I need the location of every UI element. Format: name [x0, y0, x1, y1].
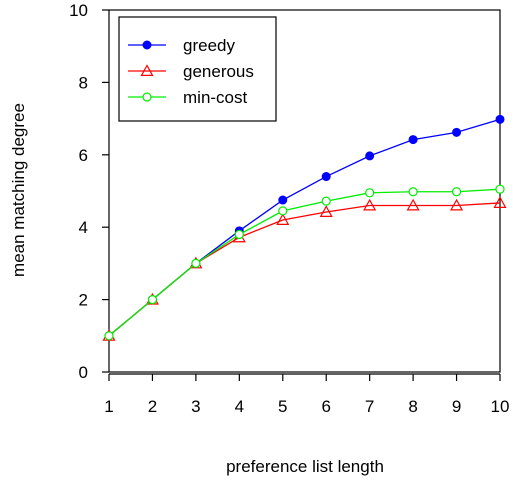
x-tick-label: 8 — [408, 397, 417, 416]
data-point-min-cost — [191, 258, 201, 268]
series-generous — [102, 196, 507, 341]
y-tick-label: 6 — [79, 146, 88, 165]
series-line-min-cost — [108, 188, 501, 337]
data-point-generous — [450, 198, 464, 211]
x-tick-label: 7 — [365, 397, 374, 416]
series-line-generous — [108, 202, 501, 337]
data-point-greedy — [452, 127, 462, 137]
legend-label-min-cost: min-cost — [183, 88, 248, 107]
data-point-min-cost — [104, 331, 114, 341]
y-tick-label: 8 — [79, 73, 88, 92]
data-point-min-cost — [365, 188, 375, 198]
legend-marker-min-cost — [142, 92, 152, 102]
y-tick-label: 10 — [69, 1, 88, 20]
data-point-min-cost — [451, 187, 462, 197]
data-point-min-cost — [321, 196, 331, 206]
legend-label-generous: generous — [183, 62, 254, 81]
legend: greedy generous min-cost — [118, 16, 277, 122]
data-point-generous — [406, 198, 420, 211]
data-point-greedy — [278, 195, 288, 205]
series-line-greedy — [108, 118, 501, 337]
x-tick-label: 5 — [278, 397, 287, 416]
data-point-min-cost — [408, 187, 418, 197]
x-axis-label: preference list length — [226, 457, 384, 476]
data-point-greedy — [495, 114, 505, 124]
x-tick-label: 10 — [491, 397, 510, 416]
series-layer — [102, 114, 507, 341]
data-point-greedy — [408, 135, 418, 145]
data-point-greedy — [365, 151, 375, 161]
data-point-generous — [493, 196, 507, 208]
data-point-min-cost — [234, 229, 244, 240]
data-point-min-cost — [147, 295, 158, 305]
y-tick-label: 0 — [79, 363, 88, 382]
data-point-generous — [276, 213, 290, 225]
x-tick-label: 6 — [321, 397, 330, 416]
y-axis-label: mean matching degree — [9, 103, 28, 277]
legend-marker-generous — [140, 64, 154, 77]
y-tick-label: 2 — [79, 291, 88, 310]
x-tick-label: 4 — [235, 397, 244, 416]
x-tick-label: 9 — [452, 397, 461, 416]
data-point-min-cost — [495, 184, 505, 194]
x-tick-label: 1 — [104, 397, 113, 416]
data-point-min-cost — [278, 206, 288, 216]
data-point-generous — [319, 205, 333, 217]
data-point-greedy — [321, 172, 331, 182]
legend-label-greedy: greedy — [183, 36, 235, 55]
y-tick-label: 4 — [79, 218, 88, 237]
legend-marker-greedy — [142, 40, 152, 50]
series-greedy — [104, 114, 505, 341]
x-tick-label: 2 — [148, 397, 157, 416]
x-tick-label: 3 — [191, 397, 200, 416]
data-point-generous — [363, 198, 377, 211]
series-min-cost — [104, 184, 505, 341]
